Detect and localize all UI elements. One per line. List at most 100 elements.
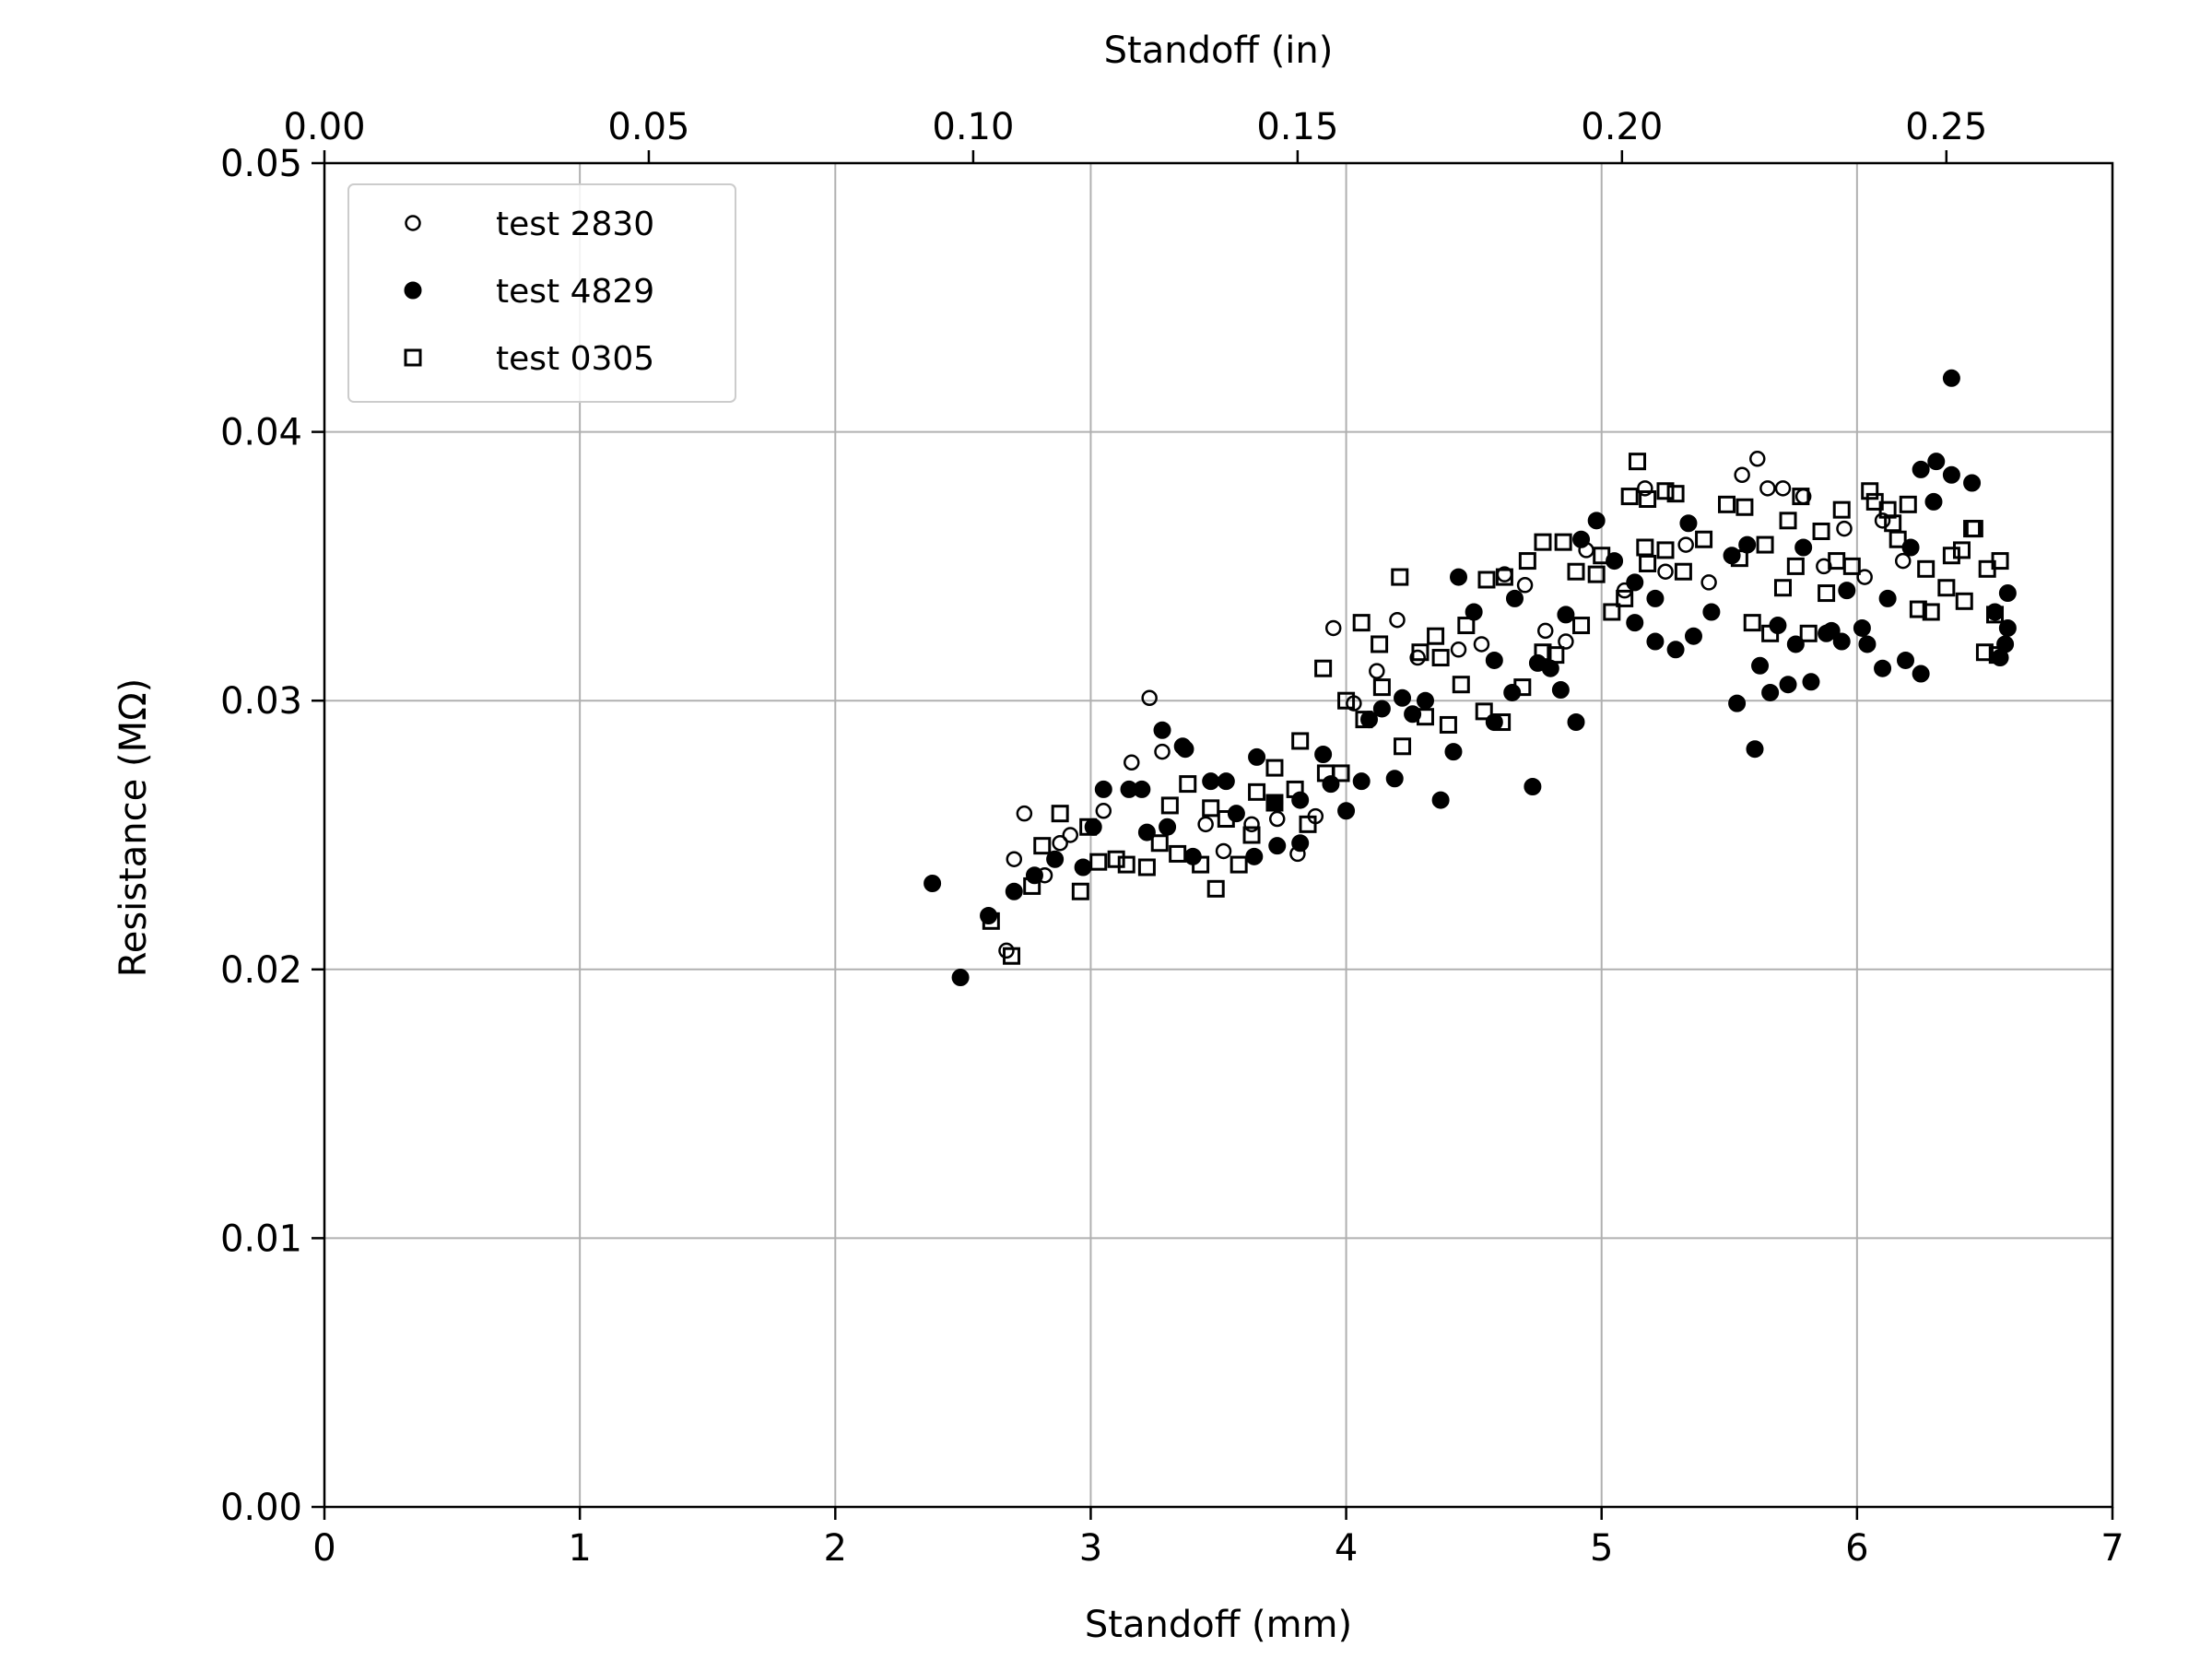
- data-point: [1215, 842, 1232, 860]
- data-point: [951, 969, 970, 987]
- data-point: [1202, 799, 1220, 818]
- data-point: [1718, 495, 1736, 513]
- data-point: [1265, 794, 1284, 812]
- data-point: [1558, 633, 1574, 650]
- data-point: [1133, 780, 1151, 798]
- data-point: [1516, 577, 1534, 594]
- data-point: [1786, 557, 1805, 575]
- data-point: [1818, 584, 1836, 603]
- data-point: [1853, 618, 1871, 637]
- data-point: [1874, 512, 1891, 529]
- data-point: [1409, 649, 1426, 666]
- data-point: [1154, 743, 1171, 760]
- data-point: [1452, 676, 1470, 694]
- data-point: [1439, 715, 1457, 734]
- data-point: [1095, 803, 1112, 819]
- data-point: [1450, 568, 1468, 586]
- data-point: [1202, 772, 1220, 791]
- data-point: [1524, 778, 1542, 796]
- data-point: [1150, 834, 1169, 853]
- data-point: [1942, 547, 1960, 565]
- data-point: [1016, 805, 1033, 822]
- data-point: [1639, 490, 1657, 508]
- x-axis-title: Standoff (mm): [1085, 1604, 1352, 1646]
- data-point: [1998, 618, 2017, 637]
- data-point: [1759, 480, 1776, 497]
- data-point: [1473, 636, 1490, 653]
- data-point: [1117, 855, 1135, 874]
- data-points: [924, 369, 2017, 987]
- data-point: [1587, 512, 1606, 530]
- data-point: [1071, 882, 1089, 900]
- data-point: [1963, 474, 1982, 492]
- data-point: [1774, 480, 1792, 497]
- data-point: [1062, 827, 1079, 843]
- data-point: [1268, 837, 1287, 855]
- data-point: [1656, 482, 1675, 500]
- data-point: [1792, 488, 1810, 506]
- data-point: [1416, 691, 1434, 710]
- data-point: [1477, 571, 1496, 589]
- data-point: [1734, 466, 1750, 484]
- data-point: [1937, 579, 1956, 597]
- data-point: [1094, 780, 1112, 798]
- legend-label: test 0305: [496, 340, 654, 378]
- data-point: [1485, 651, 1503, 669]
- data-point: [1679, 514, 1698, 533]
- data-point: [1332, 764, 1350, 782]
- data-point: [1897, 651, 1915, 669]
- data-point: [1051, 805, 1069, 823]
- data-point: [1079, 818, 1098, 836]
- data-point: [1991, 552, 2009, 571]
- data-point: [1856, 569, 1873, 585]
- data-point: [1137, 858, 1156, 877]
- data-point: [1965, 520, 1983, 538]
- y-axis-title: Resistance (MΩ): [112, 678, 155, 978]
- legend-marker: [405, 215, 421, 231]
- data-point: [1986, 606, 2005, 624]
- top-x-tick-label: 0.25: [1905, 106, 1987, 148]
- data-point: [1372, 678, 1391, 697]
- data-point: [1314, 746, 1333, 764]
- data-point: [1299, 815, 1317, 833]
- data-point: [1291, 791, 1310, 809]
- data-point: [1337, 691, 1356, 710]
- data-point: [1557, 606, 1575, 624]
- y-tick-label: 0.02: [220, 949, 302, 992]
- data-point: [1702, 603, 1721, 621]
- data-point: [1394, 688, 1412, 707]
- data-point: [1197, 816, 1214, 833]
- data-point: [1385, 770, 1404, 788]
- data-point: [1159, 818, 1177, 836]
- data-point: [1431, 649, 1450, 667]
- top-x-tick-label: 0.05: [607, 106, 689, 148]
- data-point: [1475, 702, 1493, 721]
- x-tick-label: 0: [312, 1527, 335, 1570]
- data-point: [924, 874, 942, 892]
- legend-label: test 2830: [496, 206, 654, 243]
- data-point: [1160, 796, 1179, 815]
- data-point: [1084, 818, 1102, 836]
- data-point: [1551, 681, 1570, 700]
- data-point: [1179, 775, 1197, 794]
- data-point: [1005, 882, 1023, 900]
- legend-marker: [404, 348, 422, 367]
- data-point: [1666, 485, 1685, 503]
- data-point: [1646, 632, 1665, 651]
- data-point: [1495, 568, 1513, 586]
- data-point: [1457, 617, 1476, 635]
- data-point: [1894, 552, 1912, 570]
- data-point: [1888, 530, 1907, 548]
- data-point: [1988, 646, 2006, 665]
- data-point: [1822, 621, 1841, 640]
- data-point: [1230, 855, 1248, 874]
- data-point: [1572, 530, 1591, 548]
- data-point: [1534, 533, 1552, 551]
- data-point: [1369, 663, 1385, 679]
- data-point: [1626, 614, 1644, 632]
- data-point: [1861, 482, 1879, 500]
- data-point: [1141, 689, 1158, 707]
- data-point: [1773, 579, 1792, 597]
- data-point: [1006, 851, 1023, 867]
